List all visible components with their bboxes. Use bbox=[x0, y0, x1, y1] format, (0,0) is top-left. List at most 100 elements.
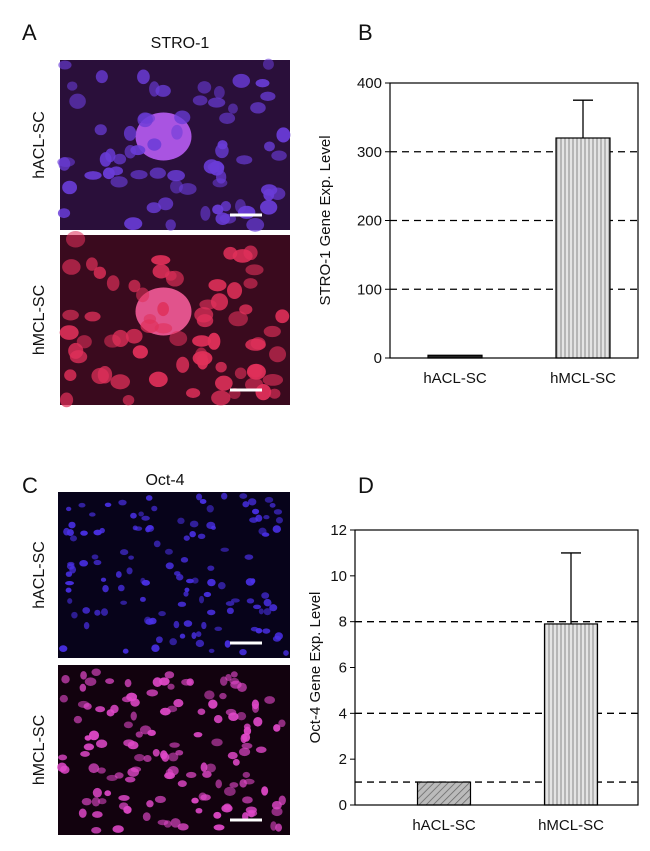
cell bbox=[230, 598, 240, 603]
cell bbox=[191, 577, 199, 584]
cell bbox=[283, 650, 289, 656]
cell bbox=[255, 746, 267, 753]
cell bbox=[243, 726, 252, 736]
cell bbox=[91, 668, 101, 677]
cell bbox=[186, 388, 201, 398]
cell bbox=[246, 217, 265, 232]
cell bbox=[246, 598, 255, 604]
cell bbox=[245, 264, 264, 276]
cell bbox=[169, 330, 188, 347]
cell bbox=[195, 631, 202, 638]
cell bbox=[260, 200, 278, 215]
cell bbox=[80, 530, 88, 536]
cell bbox=[138, 511, 144, 517]
cell bbox=[91, 554, 99, 560]
cell bbox=[155, 84, 171, 97]
cell bbox=[118, 499, 127, 506]
cell bbox=[170, 818, 181, 828]
cell bbox=[57, 157, 75, 167]
cell bbox=[102, 167, 115, 180]
cell bbox=[130, 170, 148, 180]
cell bbox=[130, 711, 137, 721]
cell bbox=[137, 112, 153, 128]
cell bbox=[123, 739, 135, 747]
cell bbox=[255, 78, 270, 88]
cell bbox=[213, 824, 225, 831]
cell bbox=[186, 578, 194, 584]
cell bbox=[106, 774, 118, 782]
cell bbox=[232, 758, 240, 766]
cell bbox=[215, 212, 230, 225]
cell bbox=[215, 779, 222, 789]
cell bbox=[112, 825, 124, 833]
cell bbox=[215, 375, 233, 391]
cell bbox=[69, 350, 88, 364]
cell bbox=[170, 179, 183, 194]
micrograph bbox=[58, 492, 290, 658]
panel-label: D bbox=[358, 473, 374, 498]
cell bbox=[147, 138, 162, 151]
cell bbox=[126, 567, 133, 575]
cell bbox=[191, 797, 199, 804]
cell bbox=[73, 715, 83, 724]
cell bbox=[151, 505, 158, 512]
cell bbox=[199, 595, 205, 604]
cell bbox=[271, 150, 287, 161]
cell bbox=[245, 578, 255, 586]
cell bbox=[230, 680, 242, 689]
cell bbox=[268, 388, 281, 399]
cell bbox=[199, 499, 207, 505]
cell bbox=[177, 601, 187, 607]
cell bbox=[123, 805, 132, 814]
cell bbox=[174, 110, 191, 125]
cell bbox=[100, 577, 107, 582]
cell bbox=[269, 502, 276, 508]
cell bbox=[113, 153, 127, 165]
cell bbox=[269, 187, 286, 200]
cell bbox=[139, 596, 146, 602]
cell bbox=[59, 694, 68, 703]
cell bbox=[263, 515, 270, 520]
cell bbox=[245, 338, 266, 351]
cell bbox=[173, 698, 184, 708]
cell bbox=[253, 604, 262, 610]
cell bbox=[82, 607, 91, 614]
cell bbox=[264, 496, 274, 503]
cell bbox=[126, 692, 138, 702]
cell bbox=[105, 678, 115, 685]
cell bbox=[115, 571, 122, 578]
cell bbox=[97, 365, 113, 384]
micrographs bbox=[57, 58, 291, 835]
cell bbox=[220, 547, 229, 552]
panel-label: A bbox=[22, 20, 37, 45]
error-bar bbox=[561, 552, 581, 624]
image-label: hMCL-SC bbox=[31, 715, 48, 785]
cell bbox=[96, 739, 108, 748]
panel-title: STRO-1 bbox=[151, 35, 210, 52]
image-label: hACL-SC bbox=[31, 111, 48, 179]
x-tick-label: hACL-SC bbox=[423, 370, 487, 387]
cell bbox=[146, 689, 158, 697]
cell bbox=[197, 533, 206, 540]
cell bbox=[195, 639, 205, 648]
cell bbox=[169, 742, 180, 748]
y-tick-label: 12 bbox=[330, 522, 347, 539]
cell bbox=[249, 363, 263, 378]
cell bbox=[125, 328, 143, 344]
cell bbox=[132, 345, 148, 359]
cell bbox=[208, 699, 218, 709]
cell bbox=[272, 525, 281, 533]
cell bbox=[124, 776, 136, 783]
cell bbox=[260, 91, 276, 101]
cell bbox=[263, 598, 272, 607]
cell bbox=[69, 535, 77, 542]
cell bbox=[118, 795, 130, 801]
cell bbox=[195, 807, 203, 814]
cell bbox=[62, 180, 78, 195]
cell bbox=[242, 771, 251, 778]
cell bbox=[239, 747, 251, 757]
cell bbox=[263, 325, 281, 338]
cell bbox=[137, 69, 150, 85]
cell bbox=[229, 782, 239, 788]
cell bbox=[239, 493, 248, 499]
